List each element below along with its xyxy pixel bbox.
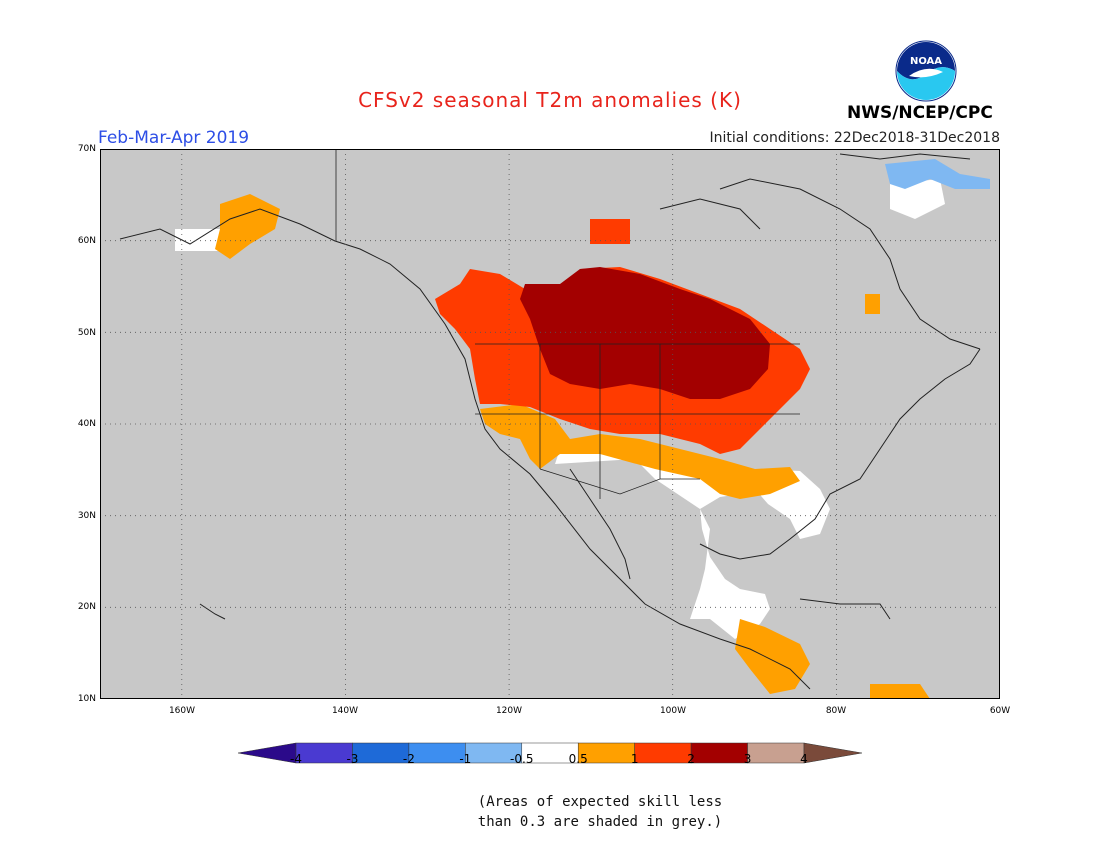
forecast-period: Feb-Mar-Apr 2019 — [98, 128, 250, 148]
lon-label-60w: 60W — [989, 706, 1011, 716]
lat-label-30n: 30N — [77, 511, 96, 521]
neutral-region-alaska — [175, 229, 220, 251]
skill-note-line1: (Areas of expected skill less — [477, 794, 723, 810]
warm-05-1-central-america — [735, 619, 810, 694]
noaa-logo-text: NOAA — [910, 56, 942, 67]
warm-2-3-region — [520, 267, 770, 399]
colorbar-label: -3 — [346, 752, 359, 766]
lat-label-20n: 20N — [77, 602, 96, 612]
anomaly-regions — [175, 159, 990, 699]
colorbar-label: -1 — [459, 752, 472, 766]
colorbar-label: 3 — [743, 752, 752, 766]
colorbar-label: -0.5 — [510, 752, 534, 766]
political-boundaries — [335, 149, 800, 499]
lon-label-140w: 140W — [331, 706, 359, 716]
lon-label-100w: 100W — [659, 706, 687, 716]
colorbar-label: -2 — [402, 752, 415, 766]
lat-label-40n: 40N — [77, 419, 96, 429]
colorbar-label: -4 — [290, 752, 302, 766]
warm-05-1-south-america — [870, 684, 930, 699]
skill-note-line2: than 0.3 are shaded in grey.) — [477, 814, 723, 830]
colorbar-label: 2 — [687, 752, 695, 766]
lat-label-10n: 10N — [77, 694, 96, 704]
noaa-logo: NOAA — [895, 40, 957, 102]
lon-label-120w: 120W — [495, 706, 523, 716]
colorbar — [238, 742, 862, 764]
initial-conditions: Initial conditions: 22Dec2018-31Dec2018 — [709, 130, 1001, 146]
warm-05-1-band — [480, 404, 800, 499]
colorbar-label: 4 — [800, 752, 808, 766]
anomaly-map — [100, 149, 1000, 699]
warm-05-1-quebec — [865, 294, 880, 314]
coastline — [119, 153, 981, 690]
colorbar-label: 0.5 — [568, 752, 588, 766]
map-title: CFSv2 seasonal T2m anomalies (K) — [358, 88, 742, 112]
neutral-region-labrador — [890, 179, 945, 219]
cool-region-labrador — [885, 159, 990, 189]
lon-label-80w: 80W — [825, 706, 847, 716]
graticule — [100, 149, 1000, 699]
neutral-region-mexico — [555, 449, 770, 639]
lat-label-50n: 50N — [77, 328, 96, 338]
colorbar-label: 1 — [630, 752, 639, 766]
lat-label-70n: 70N — [77, 144, 96, 154]
organization-label: NWS/NCEP/CPC — [847, 103, 993, 123]
skill-note: (Areas of expected skill less than 0.3 a… — [400, 792, 800, 832]
lon-label-160w: 160W — [168, 706, 196, 716]
colorbar-swatch-max — [803, 742, 862, 764]
lat-label-60n: 60N — [77, 236, 96, 246]
warm-1-2-baffin — [590, 219, 630, 244]
